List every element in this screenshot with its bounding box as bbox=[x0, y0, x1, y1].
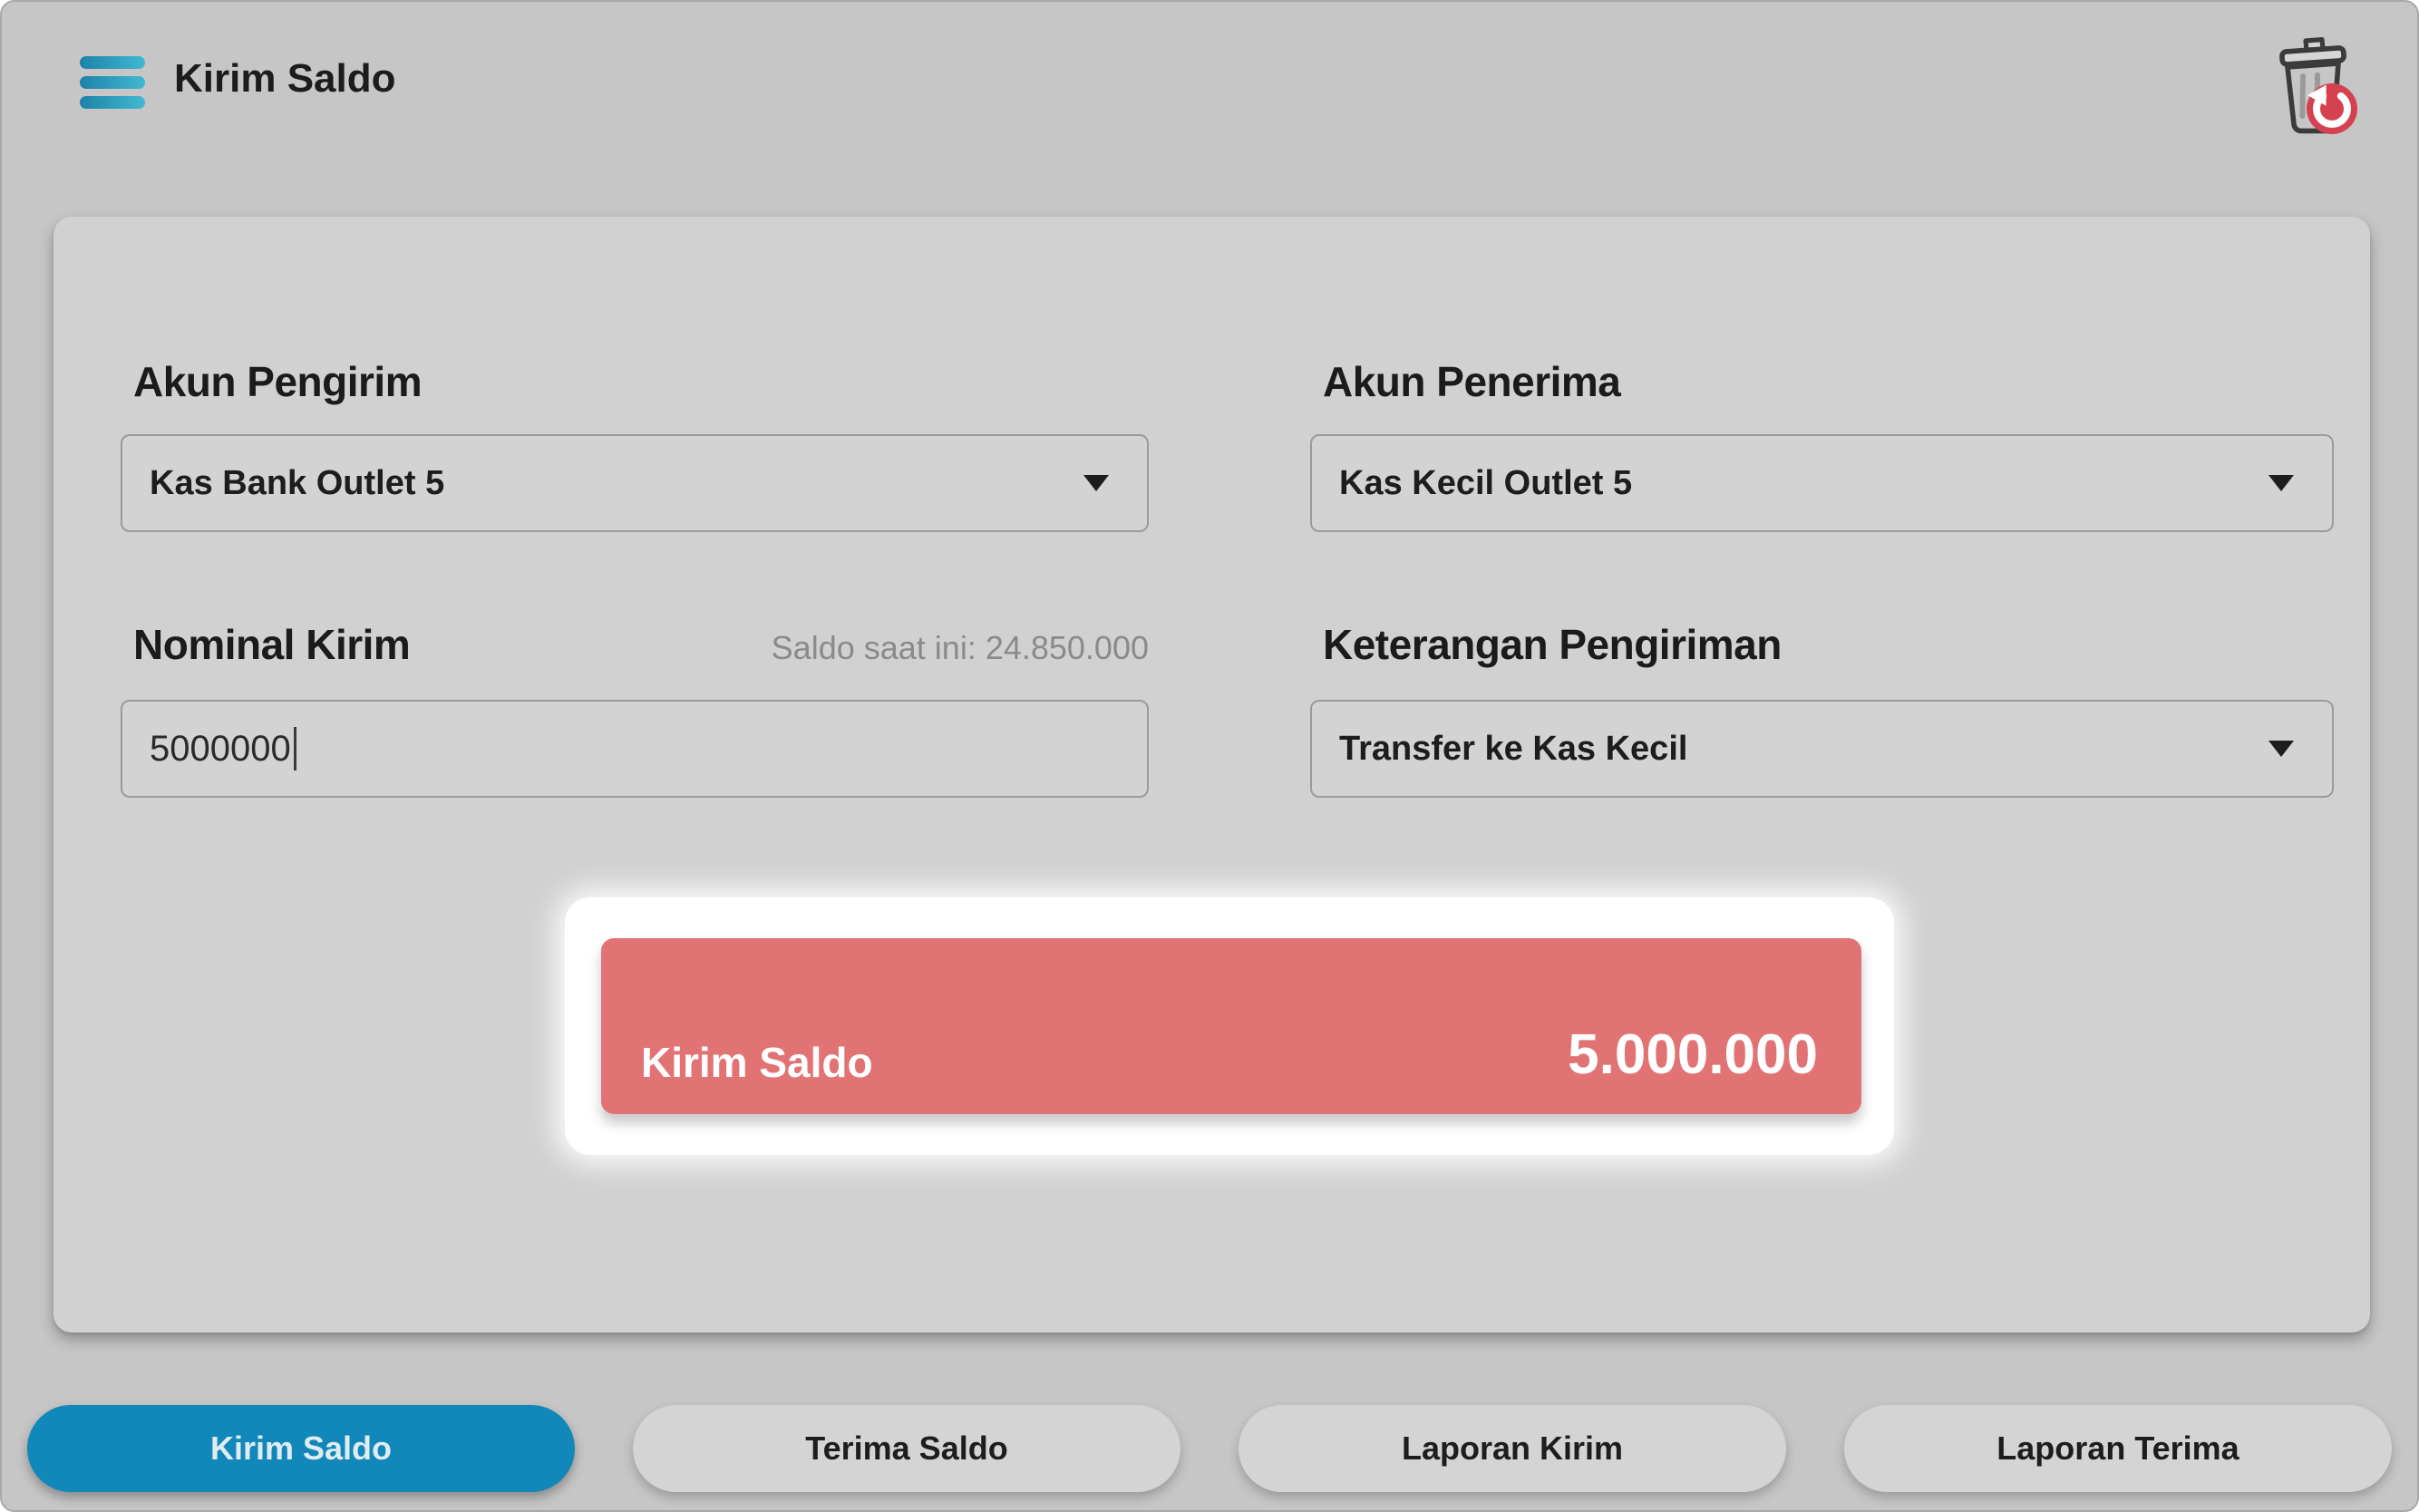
nav-tab-laporan-kirim[interactable]: Laporan Kirim bbox=[1239, 1405, 1786, 1492]
note-label: Keterangan Pengiriman bbox=[1323, 621, 1782, 668]
page-title: Kirim Saldo bbox=[174, 56, 396, 101]
submit-button-label: Kirim Saldo bbox=[641, 1039, 873, 1086]
note-value: Transfer ke Kas Kecil bbox=[1339, 729, 1688, 768]
text-cursor-caret bbox=[293, 727, 296, 771]
nominal-label: Nominal Kirim bbox=[133, 621, 411, 668]
clear-reset-trash-icon[interactable] bbox=[2258, 29, 2366, 141]
nav-tab-terima-saldo[interactable]: Terima Saldo bbox=[633, 1405, 1180, 1492]
note-select[interactable]: Transfer ke Kas Kecil bbox=[1310, 700, 2334, 798]
sender-account-label: Akun Pengirim bbox=[133, 358, 423, 405]
nav-tab-kirim-saldo[interactable]: Kirim Saldo bbox=[27, 1405, 575, 1492]
receiver-account-value: Kas Kecil Outlet 5 bbox=[1339, 463, 1633, 502]
transfer-form-card: Akun Pengirim Kas Bank Outlet 5 Akun Pen… bbox=[53, 217, 2370, 1333]
trash-reset-svg bbox=[2279, 37, 2357, 134]
receiver-account-label: Akun Penerima bbox=[1323, 358, 1621, 405]
chevron-down-icon bbox=[2268, 741, 2294, 757]
sender-account-value: Kas Bank Outlet 5 bbox=[150, 463, 445, 502]
tutorial-spotlight-highlight: Kirim Saldo 5.000.000 bbox=[565, 897, 1894, 1155]
submit-amount-value: 5.000.000 bbox=[1568, 1023, 1818, 1086]
hamburger-bar bbox=[80, 56, 145, 69]
hamburger-bar bbox=[80, 96, 145, 109]
nominal-input-value: 5000000 bbox=[150, 728, 291, 769]
current-balance-hint: Saldo saat ini: 24.850.000 bbox=[771, 629, 1149, 666]
nav-tab-label: Laporan Terima bbox=[1996, 1430, 2239, 1467]
hamburger-menu-icon[interactable] bbox=[80, 56, 145, 109]
bottom-nav: Kirim Saldo Terima Saldo Laporan Kirim L… bbox=[27, 1405, 2392, 1492]
chevron-down-icon bbox=[2268, 475, 2294, 491]
nav-tab-label: Terima Saldo bbox=[805, 1430, 1008, 1467]
hamburger-bar bbox=[80, 76, 145, 89]
nav-tab-laporan-terima[interactable]: Laporan Terima bbox=[1844, 1405, 2392, 1492]
nav-tab-label: Laporan Kirim bbox=[1401, 1430, 1624, 1467]
receiver-account-select[interactable]: Kas Kecil Outlet 5 bbox=[1310, 434, 2334, 532]
sender-account-select[interactable]: Kas Bank Outlet 5 bbox=[121, 434, 1149, 532]
chevron-down-icon bbox=[1083, 475, 1109, 491]
kirim-saldo-submit-button[interactable]: Kirim Saldo 5.000.000 bbox=[601, 938, 1861, 1114]
nominal-input[interactable]: 5000000 bbox=[121, 700, 1149, 798]
nav-tab-label: Kirim Saldo bbox=[209, 1430, 393, 1467]
